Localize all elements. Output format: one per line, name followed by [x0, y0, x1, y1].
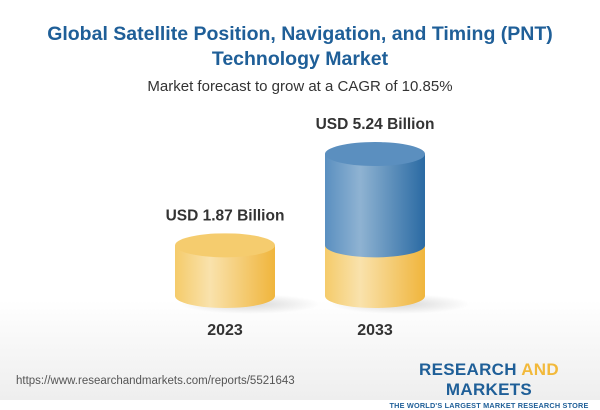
chart-title: Global Satellite Position, Navigation, a… [47, 23, 553, 70]
chart-subtitle: Market forecast to grow at a CAGR of 10.… [147, 78, 453, 95]
bar-2023-top [175, 233, 275, 258]
bar-2023-body [175, 245, 275, 308]
data-label: USD 1.87 Billion [166, 207, 285, 224]
cylinder-chart: USD 1.87 Billion 2023 USD 5.24 Billion 2033 [166, 116, 470, 339]
research-and-markets-logo: RESEARCH AND MARKETS THE WORLD'S LARGEST… [389, 360, 589, 410]
category-label: 2023 [207, 322, 243, 339]
data-label: USD 5.24 Billion [316, 116, 435, 133]
bar-2033-growth-top [325, 142, 425, 166]
background [0, 0, 600, 400]
bar-2033-growth-body [325, 154, 425, 258]
category-label: 2033 [357, 322, 393, 339]
bar-2033-base-body [325, 245, 425, 308]
source-url[interactable]: https://www.researchandmarkets.com/repor… [16, 375, 295, 387]
